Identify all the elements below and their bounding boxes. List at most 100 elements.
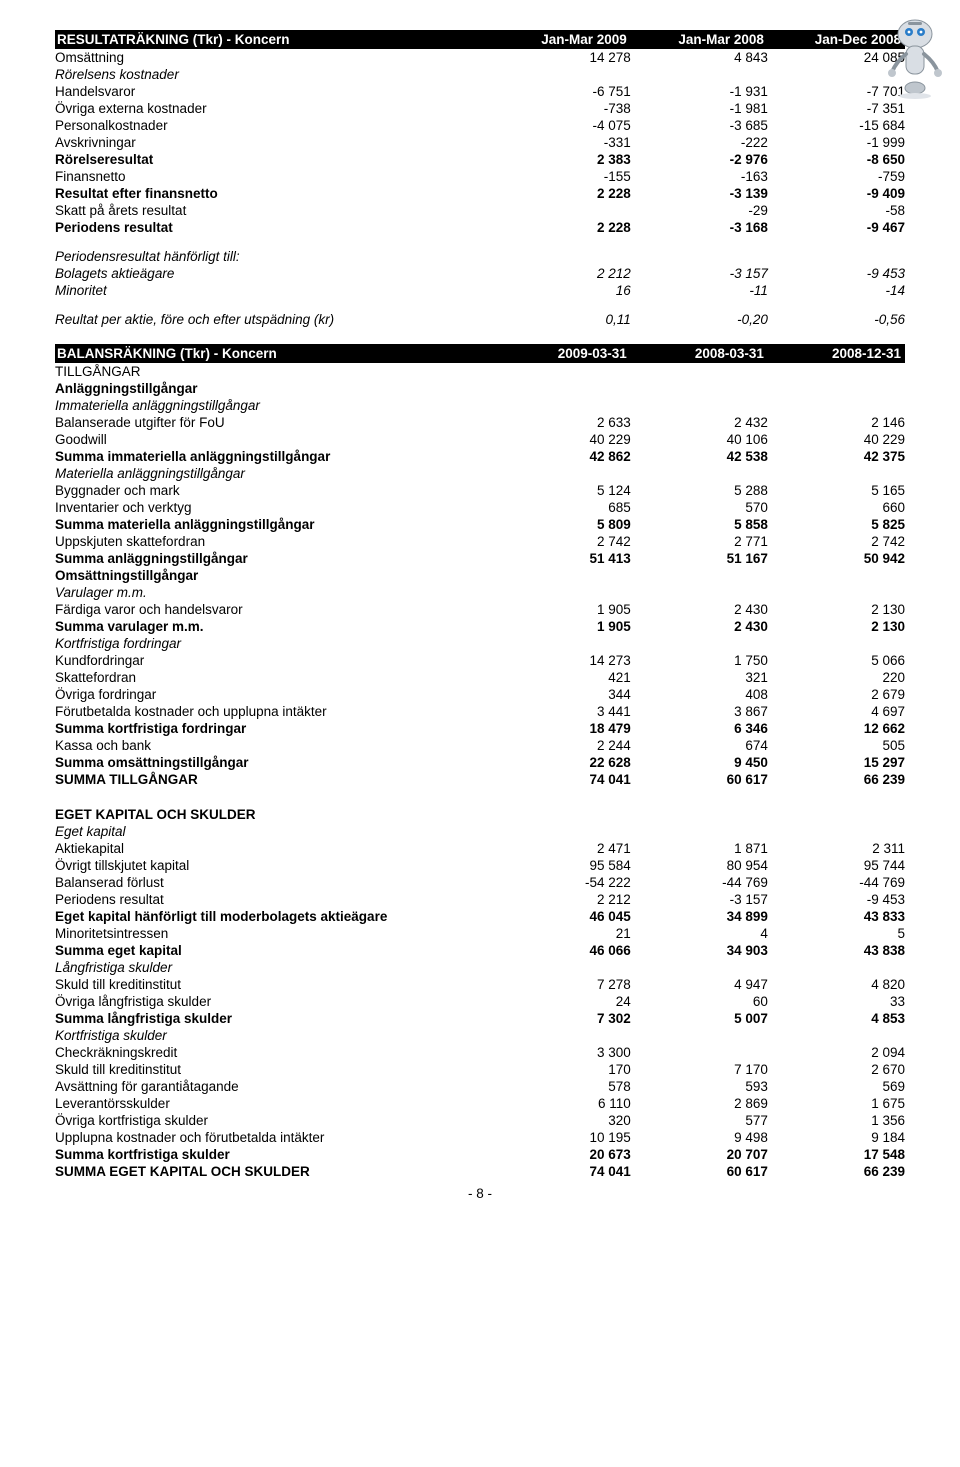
row-value: -9 409	[768, 185, 905, 202]
row-value: 0,11	[494, 311, 631, 328]
row-value: 4 947	[631, 976, 768, 993]
row-value: 66 239	[768, 771, 905, 788]
row-value: 5 165	[768, 482, 905, 499]
row-value: 95 744	[768, 857, 905, 874]
row-value: 5 825	[768, 516, 905, 533]
row-value: -44 769	[631, 874, 768, 891]
row-value: 5 124	[494, 482, 631, 499]
row-label: SUMMA TILLGÅNGAR	[55, 771, 494, 788]
row-value: -3 157	[631, 891, 768, 908]
table-row: Summa immateriella anläggningstillgångar…	[55, 448, 905, 465]
financial-table: BALANSRÄKNING (Tkr) - Koncern2009-03-312…	[55, 344, 905, 1180]
row-value: 2 244	[494, 737, 631, 754]
row-value	[494, 202, 631, 219]
row-value: 16	[494, 282, 631, 299]
row-value: 1 905	[494, 601, 631, 618]
row-value: 22 628	[494, 754, 631, 771]
row-value	[768, 635, 905, 652]
row-value	[631, 806, 768, 823]
row-value: 593	[631, 1078, 768, 1095]
row-value: 321	[631, 669, 768, 686]
row-value: 2 094	[768, 1044, 905, 1061]
row-label: SUMMA EGET KAPITAL OCH SKULDER	[55, 1163, 494, 1180]
row-label: Finansnetto	[55, 168, 494, 185]
row-value: 50 942	[768, 550, 905, 567]
row-label: Övriga långfristiga skulder	[55, 993, 494, 1010]
table-row: Summa omsättningstillgångar22 6289 45015…	[55, 754, 905, 771]
row-value	[768, 567, 905, 584]
table-row: Leverantörsskulder6 1102 8691 675	[55, 1095, 905, 1112]
row-value: 5 007	[631, 1010, 768, 1027]
row-value: -0,56	[768, 311, 905, 328]
row-value	[631, 584, 768, 601]
table-row	[55, 299, 905, 311]
table-row: Uppskjuten skattefordran2 7422 7712 742	[55, 533, 905, 550]
table-row: SUMMA TILLGÅNGAR74 04160 61766 239	[55, 771, 905, 788]
table-row: Skattefordran421321220	[55, 669, 905, 686]
row-value: 2 679	[768, 686, 905, 703]
row-label: Skattefordran	[55, 669, 494, 686]
table-row: Avskrivningar-331-222-1 999	[55, 134, 905, 151]
row-value: 170	[494, 1061, 631, 1078]
row-value: 2 228	[494, 219, 631, 236]
row-value: 18 479	[494, 720, 631, 737]
row-value: 10 195	[494, 1129, 631, 1146]
table-header-cell: Jan-Mar 2008	[631, 30, 768, 49]
row-value	[631, 823, 768, 840]
row-value: 43 838	[768, 942, 905, 959]
row-value: -9 467	[768, 219, 905, 236]
row-value: 15 297	[768, 754, 905, 771]
row-value: 5 066	[768, 652, 905, 669]
row-value: 14 278	[494, 49, 631, 66]
table-row: Varulager m.m.	[55, 584, 905, 601]
row-label: Eget kapital hänförligt till moderbolage…	[55, 908, 494, 925]
row-value: -3 157	[631, 265, 768, 282]
row-value: 4 843	[631, 49, 768, 66]
table-header-cell: Jan-Mar 2009	[494, 30, 631, 49]
table-row: Rörelsens kostnader	[55, 66, 905, 83]
row-value	[768, 380, 905, 397]
row-value	[768, 823, 905, 840]
row-label: Periodens resultat	[55, 219, 494, 236]
row-value	[494, 635, 631, 652]
row-value	[631, 567, 768, 584]
row-value: 4 697	[768, 703, 905, 720]
row-value: 1 356	[768, 1112, 905, 1129]
table-row: Övriga externa kostnader-738-1 981-7 351	[55, 100, 905, 117]
row-value: -44 769	[768, 874, 905, 891]
table-row: Summa eget kapital46 06634 90343 838	[55, 942, 905, 959]
row-label: Summa materiella anläggningstillgångar	[55, 516, 494, 533]
row-label: Rörelseresultat	[55, 151, 494, 168]
row-value	[631, 1044, 768, 1061]
row-value: 43 833	[768, 908, 905, 925]
table-row: Kassa och bank2 244674505	[55, 737, 905, 754]
row-label: Balanserade utgifter för FoU	[55, 414, 494, 431]
row-value: -9 453	[768, 265, 905, 282]
row-label: Summa kortfristiga fordringar	[55, 720, 494, 737]
row-value: 577	[631, 1112, 768, 1129]
row-label: Avskrivningar	[55, 134, 494, 151]
row-value	[768, 397, 905, 414]
row-value: 42 375	[768, 448, 905, 465]
table-row: Byggnader och mark5 1245 2885 165	[55, 482, 905, 499]
row-value: 6 110	[494, 1095, 631, 1112]
row-value	[631, 959, 768, 976]
row-value: 46 066	[494, 942, 631, 959]
table-header-cell: 2009-03-31	[494, 344, 631, 363]
row-label: Kundfordringar	[55, 652, 494, 669]
row-value: 24	[494, 993, 631, 1010]
row-value: -4 075	[494, 117, 631, 134]
table-row: Övriga fordringar3444082 679	[55, 686, 905, 703]
table-row: Checkräkningskredit3 3002 094	[55, 1044, 905, 1061]
row-value: 66 239	[768, 1163, 905, 1180]
row-value	[494, 248, 631, 265]
table-row: Aktiekapital2 4711 8712 311	[55, 840, 905, 857]
row-value	[768, 465, 905, 482]
row-label: Färdiga varor och handelsvaror	[55, 601, 494, 618]
row-label: Övriga externa kostnader	[55, 100, 494, 117]
table-row: Periodens resultat2 212-3 157-9 453	[55, 891, 905, 908]
row-label: EGET KAPITAL OCH SKULDER	[55, 806, 494, 823]
row-label: Omsättningstillgångar	[55, 567, 494, 584]
row-value	[494, 66, 631, 83]
row-value: 60 617	[631, 1163, 768, 1180]
